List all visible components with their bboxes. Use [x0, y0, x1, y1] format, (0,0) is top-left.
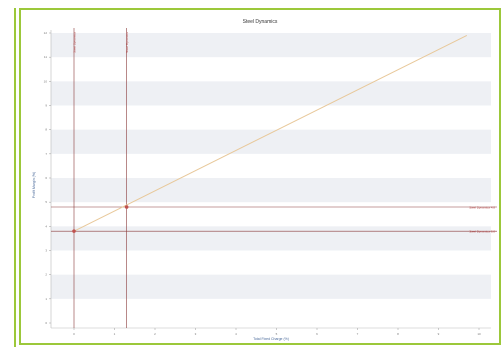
- y-tick-label: 8: [45, 128, 47, 132]
- y-tick-label: 0: [45, 321, 47, 325]
- y-tick-label: 2: [45, 273, 47, 277]
- x-tick-label: 3: [195, 332, 197, 336]
- chart-panel: 0 1 2 3 4 5 6 7 8 9 10 11 12 0 1 2 3 4 5 6 7 8 9 10 Steel Dynami…: [19, 8, 501, 345]
- x-tick-label: 2: [154, 332, 156, 336]
- horizontal-marker-label: Steel Dynamics 3.8: [469, 230, 495, 234]
- y-tick-label: 12: [44, 31, 48, 35]
- x-tick-label: 1: [114, 332, 116, 336]
- data-point: [124, 205, 129, 209]
- top-strip: [18, 0, 503, 8]
- y-tick-label: 1: [45, 297, 47, 301]
- y-tick-label: 5: [45, 200, 47, 204]
- grid-band: [51, 274, 491, 299]
- x-tick-label: 0: [73, 332, 75, 336]
- grid-band: [51, 226, 491, 251]
- x-tick-label: 6: [316, 332, 318, 336]
- y-axis-label: Profit Margin (%): [32, 172, 36, 198]
- chart-title: Steel Dynamics: [243, 19, 278, 25]
- grid-band: [51, 129, 491, 154]
- y-tick-label: 6: [45, 176, 47, 180]
- x-tick-label: 7: [357, 332, 359, 336]
- left-panel-edge: [0, 8, 16, 347]
- x-tick-label: 4: [235, 332, 237, 336]
- y-tick-label: 10: [44, 79, 48, 83]
- x-tick-label: 9: [438, 332, 440, 336]
- vertical-marker-label: Steel Dynamics: [73, 32, 77, 53]
- y-tick-label: 7: [45, 152, 47, 156]
- horizontal-marker-label: Steel Dynamics 4.8: [469, 206, 495, 210]
- y-tick-label: 11: [44, 55, 47, 59]
- y-tick-label: 4: [45, 224, 47, 228]
- y-tick-label: 9: [45, 104, 47, 108]
- grid-band: [51, 178, 491, 203]
- data-point: [72, 229, 76, 233]
- grid-band: [51, 81, 491, 106]
- y-tick-label: 3: [45, 249, 47, 253]
- grid-band: [51, 33, 491, 58]
- vertical-marker-label: Steel Dynamics: [125, 32, 129, 53]
- x-axis-label: Total Fixed Charge (%): [253, 337, 289, 341]
- x-tick-label: 8: [397, 332, 399, 336]
- series-line: [73, 34, 468, 232]
- x-tick-label: 5: [276, 332, 278, 336]
- x-tick-label: 10: [477, 332, 481, 336]
